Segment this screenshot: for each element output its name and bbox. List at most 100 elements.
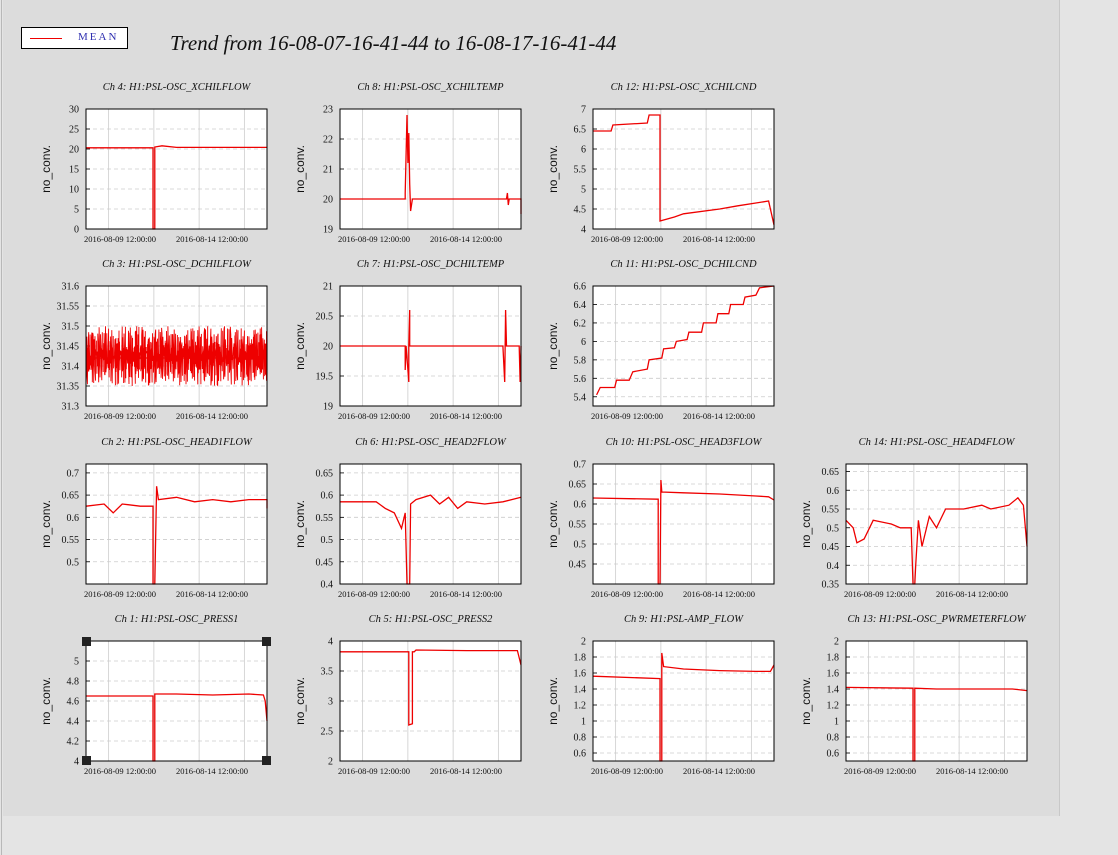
y-tick-label: 1.4 bbox=[574, 685, 587, 696]
x-tick-label: 2016-08-14 12:00:00 bbox=[176, 589, 248, 599]
y-tick-label: 4.2 bbox=[67, 737, 80, 748]
y-tick-label: 0.35 bbox=[822, 580, 840, 591]
y-axis-label: no_conv. bbox=[546, 145, 560, 193]
chart-svg: Ch 14: H1:PSL-OSC_HEAD4FLOW 0.35 0.4 0.45 0.… bbox=[799, 437, 1028, 599]
window-edge-right bbox=[1059, 0, 1060, 816]
y-axis-label: no_conv. bbox=[546, 322, 560, 370]
plot-frame bbox=[339, 640, 522, 762]
y-tick-label: 3.5 bbox=[321, 667, 334, 678]
x-tick-label: 2016-08-14 12:00:00 bbox=[936, 589, 1008, 599]
y-axis-label: no_conv. bbox=[293, 145, 307, 193]
y-tick-label: 5.4 bbox=[574, 392, 587, 403]
x-tick-label: 2016-08-09 12:00:00 bbox=[591, 589, 663, 599]
y-tick-label: 0.6 bbox=[574, 749, 587, 760]
y-tick-label: 30 bbox=[69, 105, 79, 116]
y-tick-label: 20 bbox=[69, 145, 79, 156]
x-tick-label: 2016-08-09 12:00:00 bbox=[591, 234, 663, 244]
series-line bbox=[340, 309, 522, 383]
chart-title: Ch 11: H1:PSL-OSC_DCHILCND bbox=[610, 259, 757, 270]
y-tick-label: 4.8 bbox=[67, 677, 80, 688]
plot-frame bbox=[85, 108, 268, 230]
x-tick-label: 2016-08-09 12:00:00 bbox=[338, 766, 410, 776]
chart-12[interactable]: Ch 5: H1:PSL-OSC_PRESS2 2 2.5 3 3.5 4 no_conv.… bbox=[282, 610, 538, 785]
chart-1[interactable]: Ch 4: H1:PSL-OSC_XCHILFLOW 0 5 10 15 20 25 30 no… bbox=[28, 78, 284, 253]
chart-title: Ch 1: H1:PSL-OSC_PRESS1 bbox=[115, 614, 239, 625]
y-tick-label: 0.6 bbox=[67, 513, 80, 524]
y-axis-label: no_conv. bbox=[293, 322, 307, 370]
chart-svg: Ch 4: H1:PSL-OSC_XCHILFLOW 0 5 10 15 20 25 30 no… bbox=[39, 82, 268, 244]
chart-svg: Ch 11: H1:PSL-OSC_DCHILCND 5.4 5.6 5.8 6 6.2 6… bbox=[546, 259, 775, 421]
series-line bbox=[340, 494, 522, 585]
chart-7[interactable]: Ch 2: H1:PSL-OSC_HEAD1FLOW 0.5 0.55 0.6 0.65… bbox=[28, 433, 284, 608]
chart-10[interactable]: Ch 14: H1:PSL-OSC_HEAD4FLOW 0.35 0.4 0.45 0.… bbox=[788, 433, 1044, 608]
x-tick-label: 2016-08-14 12:00:00 bbox=[683, 766, 755, 776]
plot-area bbox=[340, 464, 521, 584]
y-tick-label: 4 bbox=[581, 225, 586, 236]
x-tick-label: 2016-08-14 12:00:00 bbox=[430, 411, 502, 421]
chart-svg: Ch 13: H1:PSL-OSC_PWRMETERFLOW 0.6 0.8 1 1.2… bbox=[799, 614, 1028, 776]
y-tick-label: 21 bbox=[323, 282, 333, 293]
plot-frame bbox=[339, 463, 522, 585]
series-line bbox=[845, 686, 1028, 762]
y-tick-label: 20 bbox=[323, 342, 333, 353]
chart-14[interactable]: Ch 13: H1:PSL-OSC_PWRMETERFLOW 0.6 0.8 1 1.2… bbox=[788, 610, 1044, 785]
y-tick-label: 3 bbox=[328, 697, 333, 708]
plot-frame bbox=[592, 285, 775, 407]
chart-5[interactable]: Ch 7: H1:PSL-OSC_DCHILTEMP 19 19.5 20 20.5 21… bbox=[282, 255, 538, 430]
legend: MEAN bbox=[21, 27, 128, 49]
y-tick-label: 23 bbox=[323, 105, 333, 116]
x-tick-label: 2016-08-14 12:00:00 bbox=[683, 411, 755, 421]
y-tick-label: 4 bbox=[74, 757, 79, 768]
chart-8[interactable]: Ch 6: H1:PSL-OSC_HEAD2FLOW 0.4 0.45 0.5 0.55… bbox=[282, 433, 538, 608]
x-tick-label: 2016-08-09 12:00:00 bbox=[338, 589, 410, 599]
series-line bbox=[340, 649, 522, 726]
y-tick-label: 0.65 bbox=[316, 468, 334, 479]
x-tick-label: 2016-08-14 12:00:00 bbox=[176, 766, 248, 776]
chart-11[interactable]: Ch 1: H1:PSL-OSC_PRESS1 4 4.2 4.4 4.6 4.8 5 no_… bbox=[28, 610, 284, 785]
chart-title: Ch 6: H1:PSL-OSC_HEAD2FLOW bbox=[355, 437, 507, 448]
y-tick-label: 1.2 bbox=[827, 701, 840, 712]
chart-2[interactable]: Ch 8: H1:PSL-OSC_XCHILTEMP 19 20 21 22 23 no_c… bbox=[282, 78, 538, 253]
chart-13[interactable]: Ch 9: H1:PSL-AMP_FLOW 0.6 0.8 1 1.2 1.4 1.6 1.8… bbox=[535, 610, 791, 785]
x-tick-label: 2016-08-14 12:00:00 bbox=[176, 411, 248, 421]
series-line bbox=[592, 652, 775, 762]
y-axis-label: no_conv. bbox=[799, 677, 813, 725]
chart-4[interactable]: Ch 3: H1:PSL-OSC_DCHILFLOW 31.3 31.35 31.4 3… bbox=[28, 255, 284, 430]
x-tick-label: 2016-08-09 12:00:00 bbox=[591, 411, 663, 421]
chart-title: Ch 12: H1:PSL-OSC_XCHILCND bbox=[611, 82, 757, 93]
selection-handle[interactable] bbox=[262, 637, 271, 646]
y-tick-label: 0.5 bbox=[67, 557, 80, 568]
chart-3[interactable]: Ch 12: H1:PSL-OSC_XCHILCND 4 4.5 5 5.5 6 6.5 7 n… bbox=[535, 78, 791, 253]
chart-6[interactable]: Ch 11: H1:PSL-OSC_DCHILCND 5.4 5.6 5.8 6 6.2 6… bbox=[535, 255, 791, 430]
legend-label: MEAN bbox=[78, 31, 119, 43]
plot-area bbox=[86, 464, 267, 584]
y-tick-label: 1.8 bbox=[827, 653, 840, 664]
plot-frame bbox=[592, 463, 775, 585]
y-tick-label: 0.5 bbox=[321, 535, 334, 546]
chart-title: Ch 3: H1:PSL-OSC_DCHILFLOW bbox=[102, 259, 252, 270]
y-axis-label: no_conv. bbox=[546, 677, 560, 725]
selection-handle[interactable] bbox=[262, 756, 271, 765]
y-tick-label: 22 bbox=[323, 135, 333, 146]
y-axis-label: no_conv. bbox=[39, 677, 53, 725]
y-tick-label: 0.4 bbox=[321, 580, 334, 591]
chart-9[interactable]: Ch 10: H1:PSL-OSC_HEAD3FLOW 0.45 0.5 0.55 0.… bbox=[535, 433, 791, 608]
chart-title: Ch 13: H1:PSL-OSC_PWRMETERFLOW bbox=[848, 614, 1027, 625]
plot-area bbox=[846, 464, 1027, 584]
y-tick-label: 19 bbox=[323, 402, 333, 413]
plot-frame bbox=[845, 463, 1028, 585]
y-tick-label: 5.8 bbox=[574, 355, 587, 366]
x-tick-label: 2016-08-09 12:00:00 bbox=[84, 234, 156, 244]
plot-area bbox=[86, 109, 267, 229]
y-tick-label: 4 bbox=[328, 637, 333, 648]
y-tick-label: 0 bbox=[74, 225, 79, 236]
y-tick-label: 19 bbox=[323, 225, 333, 236]
selection-handle[interactable] bbox=[82, 756, 91, 765]
y-tick-label: 4.4 bbox=[67, 717, 80, 728]
y-tick-label: 31.6 bbox=[62, 282, 80, 293]
y-tick-label: 4.5 bbox=[574, 205, 587, 216]
y-tick-label: 6 bbox=[581, 145, 586, 156]
y-tick-label: 0.45 bbox=[569, 560, 587, 571]
selection-handle[interactable] bbox=[82, 637, 91, 646]
y-tick-label: 1 bbox=[581, 717, 586, 728]
